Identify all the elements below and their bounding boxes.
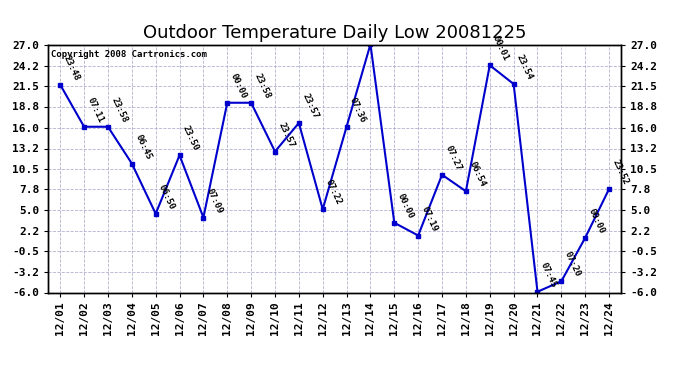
Text: 23:50: 23:50 (181, 124, 201, 153)
Text: 07:22: 07:22 (324, 178, 344, 207)
Text: 00:00: 00:00 (395, 192, 415, 220)
Text: 07:45: 07:45 (539, 261, 558, 289)
Text: 06:45: 06:45 (133, 132, 152, 161)
Text: 00:00: 00:00 (586, 207, 606, 235)
Text: 23:54: 23:54 (515, 53, 535, 81)
Text: 23:48: 23:48 (61, 54, 81, 82)
Text: 07:19: 07:19 (420, 204, 439, 233)
Text: 23:52: 23:52 (611, 158, 630, 186)
Text: 23:58: 23:58 (253, 72, 272, 100)
Text: 07:27: 07:27 (444, 144, 463, 172)
Text: 23:57: 23:57 (300, 92, 319, 120)
Text: 23:57: 23:57 (277, 120, 296, 149)
Text: 23:58: 23:58 (109, 96, 129, 124)
Text: 07:11: 07:11 (86, 96, 105, 124)
Text: 06:54: 06:54 (467, 160, 487, 189)
Text: 07:36: 07:36 (348, 96, 368, 124)
Text: 00:01: 00:01 (491, 34, 511, 63)
Text: 07:20: 07:20 (563, 250, 582, 279)
Text: 00:00: 00:00 (228, 72, 248, 100)
Text: Copyright 2008 Cartronics.com: Copyright 2008 Cartronics.com (51, 50, 207, 59)
Text: 06:50: 06:50 (157, 183, 177, 211)
Text: 23:59: 23:59 (0, 374, 1, 375)
Text: 07:09: 07:09 (205, 186, 224, 215)
Title: Outdoor Temperature Daily Low 20081225: Outdoor Temperature Daily Low 20081225 (143, 24, 526, 42)
